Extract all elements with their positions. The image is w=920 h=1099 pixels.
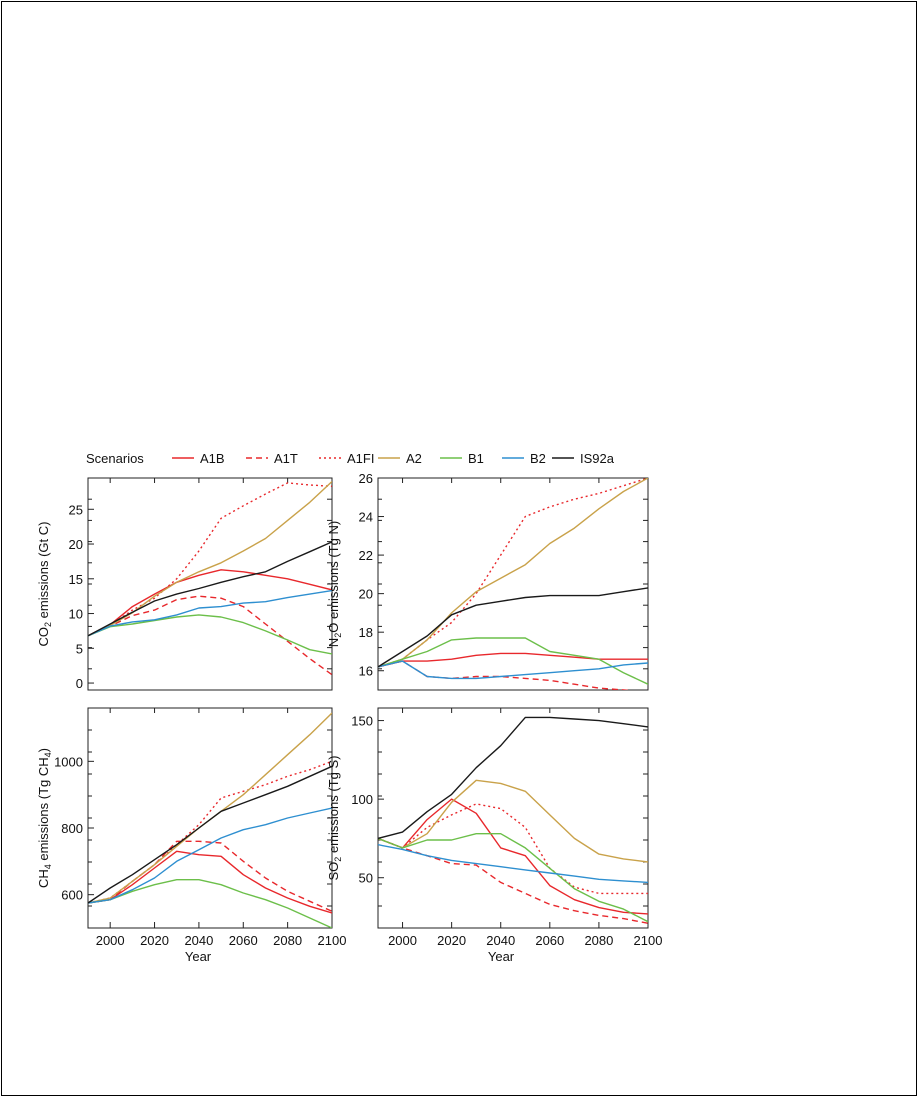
panel-so2: 50 100 150 2000 2020 2040 2060 2080 2100 Year SO2 …	[326, 707, 663, 964]
x-tick-label: 2000	[96, 933, 125, 948]
series-line-b1-so2	[378, 833, 648, 923]
y-axis-label-so2: SO2 emissions (Tg S)	[326, 756, 343, 881]
series-line-b2-co2	[88, 589, 332, 637]
x-tick-label: 2100	[634, 933, 663, 948]
series-line-a1b-n2o	[378, 652, 648, 668]
y-tick-label: 15	[69, 572, 83, 587]
y-tick-label: 100	[351, 792, 373, 807]
y-tick-label: 20	[69, 537, 83, 552]
series-line-is92a-co2	[88, 541, 332, 637]
series-line-is92a-ch4	[88, 765, 332, 904]
series-line-a1t-so2	[378, 837, 648, 924]
panel-n2o: 16 18 20 22 24 26 N2O emissions (Tg N)	[326, 471, 649, 691]
series-line-b2-n2o	[378, 660, 648, 680]
x-tick-label: 2000	[388, 933, 417, 948]
y-axis-label-co2: CO2 emissions (Gt C)	[36, 522, 53, 647]
series-line-a2-so2	[378, 779, 648, 863]
y-tick-label: 24	[359, 510, 373, 525]
legend-title: Scenarios	[86, 451, 144, 466]
series-line-b1-ch4	[88, 879, 332, 928]
y-tick-label: 5	[76, 641, 83, 656]
legend-label-a2: A2	[406, 451, 422, 466]
y-tick-label: 22	[359, 548, 373, 563]
y-tick-label: 25	[69, 502, 83, 517]
x-tick-label: 2040	[184, 933, 213, 948]
series-line-b2-so2	[378, 844, 648, 884]
x-axis-label-ch4: Year	[185, 949, 212, 964]
series-line-is92a-so2	[378, 716, 648, 840]
legend-label-a1b: A1B	[200, 451, 225, 466]
x-tick-label: 2080	[584, 933, 613, 948]
x-tick-label: 2020	[437, 933, 466, 948]
y-tick-label: 16	[359, 664, 373, 679]
x-tick-label: 2020	[140, 933, 169, 948]
y-tick-label: 600	[61, 888, 83, 903]
y-axis-label-n2o: N2O emissions (Tg N)	[326, 521, 343, 647]
y-tick-label: 800	[61, 821, 83, 836]
y-tick-label: 26	[359, 471, 373, 486]
series-line-a1b-ch4	[88, 850, 332, 914]
series-line-a1fi-co2	[88, 482, 332, 637]
series-line-a1b-co2	[88, 569, 332, 637]
series-line-b2-ch4	[88, 807, 332, 904]
y-tick-label: 1000	[54, 754, 83, 769]
panel-ch4: 600 800 1000 2000 2020 2040 2060 2080 2100 Year CH…	[36, 707, 347, 964]
plot-frame-ch4	[87, 707, 333, 929]
legend-label-is92a: IS92a	[580, 451, 615, 466]
series-line-a1t-co2	[88, 595, 332, 676]
plot-frame-co2	[87, 477, 333, 691]
series-line-a1b-so2	[378, 798, 648, 915]
series-line-b1-n2o	[378, 637, 648, 685]
y-tick-label: 20	[359, 587, 373, 602]
x-tick-label: 2100	[318, 933, 347, 948]
series-line-a1t-ch4	[88, 840, 332, 912]
plot-frame-n2o	[377, 477, 649, 691]
legend-label-a1fi: A1FI	[347, 451, 374, 466]
panel-co2: 0 5 10 15 20 25 CO2 emissions (Gt C)	[36, 477, 333, 691]
x-tick-label: 2060	[229, 933, 258, 948]
x-tick-label: 2060	[535, 933, 564, 948]
series-line-a1t-n2o	[378, 660, 633, 690]
legend-label-a1t: A1T	[274, 451, 298, 466]
y-tick-label: 10	[69, 607, 83, 622]
y-axis-label-ch4: CH4 emissions (Tg CH4)	[36, 748, 53, 888]
legend-label-b1: B1	[468, 451, 484, 466]
series-line-a2-ch4	[88, 712, 332, 904]
series-line-is92a-n2o	[378, 587, 648, 668]
x-tick-label: 2080	[273, 933, 302, 948]
y-tick-label: 50	[359, 871, 373, 886]
series-line-b1-co2	[88, 614, 332, 655]
y-tick-label: 0	[76, 676, 83, 691]
chart-panels: 0 5 10 15 20 25 CO2 emissions (Gt C) 16 18 20 22 24…	[36, 471, 662, 964]
legend-label-b2: B2	[530, 451, 546, 466]
legend: Scenarios A1B A1T A1FI A2 B1 B2 IS92a	[86, 451, 615, 466]
series-line-a2-n2o	[378, 478, 648, 668]
x-axis-label-so2: Year	[488, 949, 515, 964]
series-line-a1fi-so2	[378, 803, 648, 895]
y-tick-label: 150	[351, 714, 373, 729]
y-tick-label: 18	[359, 625, 373, 640]
x-tick-label: 2040	[486, 933, 515, 948]
